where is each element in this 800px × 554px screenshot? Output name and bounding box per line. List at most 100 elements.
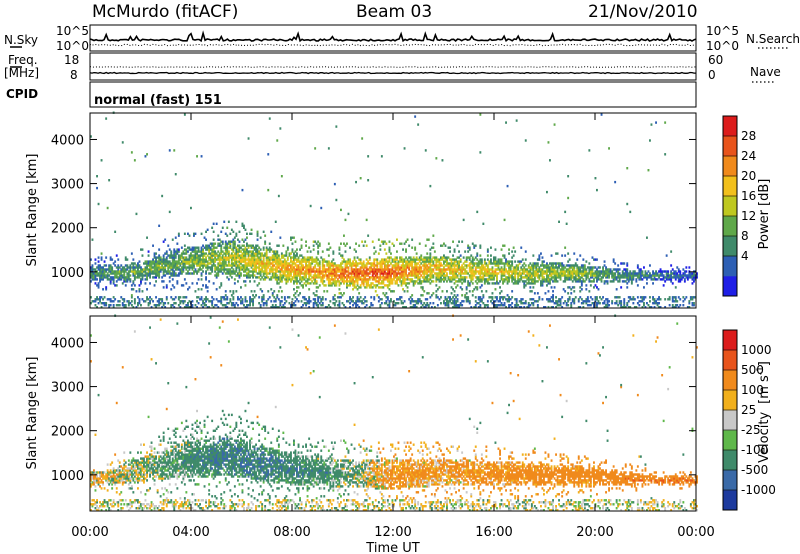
- heatmap-cell: [193, 256, 195, 259]
- heatmap-cell: [262, 274, 265, 277]
- heatmap-cell: [333, 264, 336, 267]
- heatmap-cell: [293, 252, 295, 255]
- heatmap-cell: [141, 272, 144, 275]
- heatmap-cell: [299, 274, 301, 277]
- heatmap-cell: [179, 272, 182, 275]
- heatmap-cell: [215, 274, 218, 277]
- heatmap-cell: [226, 252, 229, 255]
- heatmap-cell: [124, 276, 127, 279]
- heatmap-cell: [544, 264, 547, 267]
- heatmap-cell: [94, 298, 97, 301]
- heatmap-cell: [606, 276, 609, 279]
- heatmap-cell: [317, 268, 320, 271]
- heatmap-cell: [409, 262, 412, 265]
- heatmap-cell: [596, 272, 598, 275]
- heatmap-cell: [221, 240, 224, 243]
- heatmap-cell: [124, 280, 127, 283]
- heatmap-cell: [400, 296, 403, 299]
- heatmap-cell: [446, 290, 448, 293]
- heatmap-cell: [268, 258, 271, 261]
- heatmap-cell: [252, 250, 254, 253]
- heatmap-cell: [343, 268, 345, 271]
- heatmap-cell: [630, 278, 633, 281]
- heatmap-cell: [561, 264, 564, 267]
- heatmap-cell: [283, 274, 286, 277]
- heatmap-cell: [473, 274, 476, 277]
- heatmap-cell: [576, 266, 579, 269]
- heatmap-cell: [120, 268, 123, 271]
- heatmap-cell: [215, 288, 218, 291]
- heatmap-cell: [603, 274, 606, 277]
- heatmap-cell: [586, 274, 589, 277]
- heatmap-cell: [162, 260, 165, 263]
- heatmap-cell: [626, 282, 629, 285]
- heatmap-cell: [429, 258, 432, 261]
- heatmap-cell: [196, 254, 198, 257]
- heatmap-cell: [312, 244, 315, 247]
- heatmap-cell: [565, 276, 568, 279]
- heatmap-cell: [396, 264, 398, 267]
- heatmap-cell: [276, 282, 279, 285]
- heatmap-cell: [111, 268, 114, 271]
- heatmap-cell: [586, 266, 589, 269]
- heatmap-cell: [406, 258, 409, 261]
- heatmap-cell: [668, 278, 671, 281]
- heatmap-cell: [267, 276, 270, 279]
- heatmap-cell: [473, 270, 476, 273]
- heatmap-cell: [503, 270, 506, 273]
- heatmap-cell: [385, 266, 388, 269]
- heatmap-cell: [359, 286, 362, 289]
- heatmap-cell: [499, 270, 501, 273]
- heatmap-cell: [238, 270, 241, 273]
- heatmap-cell: [115, 280, 118, 283]
- heatmap-cell: [630, 272, 633, 275]
- heatmap-cell: [526, 274, 529, 277]
- heatmap-cell: [244, 296, 247, 299]
- heatmap-cell: [546, 276, 548, 279]
- heatmap-cell: [591, 276, 594, 279]
- heatmap-cell: [162, 270, 165, 273]
- heatmap-cell: [173, 306, 176, 309]
- heatmap-cell: [227, 240, 230, 243]
- heatmap-cell: [126, 264, 129, 267]
- heatmap-cell: [464, 260, 467, 263]
- heatmap-cell: [612, 276, 615, 279]
- heatmap-cell: [168, 280, 171, 283]
- heatmap-cell: [171, 278, 174, 281]
- heatmap-cell: [600, 280, 603, 283]
- heatmap-cell: [596, 296, 598, 299]
- heatmap-cell: [241, 224, 244, 227]
- heatmap-cell: [230, 228, 233, 231]
- heatmap-cell: [365, 262, 368, 265]
- heatmap-cell: [655, 302, 657, 305]
- heatmap-cell: [273, 276, 276, 279]
- heatmap-cell: [400, 256, 403, 259]
- heatmap-cell: [646, 272, 648, 275]
- heatmap-cell: [226, 244, 229, 247]
- heatmap-cell: [526, 272, 529, 275]
- heatmap-cell: [514, 276, 517, 279]
- heatmap-cell: [241, 254, 244, 257]
- heatmap-cell: [105, 286, 108, 289]
- heatmap-cell: [152, 300, 154, 303]
- heatmap-cell: [100, 266, 103, 269]
- heatmap-cell: [352, 264, 354, 267]
- heatmap-cell: [405, 306, 407, 309]
- heatmap-cell: [268, 264, 271, 267]
- heatmap-cell: [512, 266, 515, 269]
- heatmap-cell: [202, 254, 204, 257]
- heatmap-cell: [356, 278, 359, 281]
- heatmap-cell: [206, 266, 209, 269]
- heatmap-cell: [293, 262, 295, 265]
- heatmap-cell: [183, 306, 186, 309]
- heatmap-cell: [233, 236, 236, 239]
- heatmap-cell: [417, 276, 420, 279]
- heatmap-cell: [455, 270, 457, 273]
- heatmap-cell: [117, 304, 120, 307]
- heatmap-cell: [474, 304, 477, 307]
- heatmap-cell: [217, 306, 220, 309]
- heatmap-cell: [280, 276, 283, 279]
- heatmap-cell: [429, 274, 432, 277]
- heatmap-cell: [155, 276, 157, 279]
- heatmap-cell: [314, 282, 317, 285]
